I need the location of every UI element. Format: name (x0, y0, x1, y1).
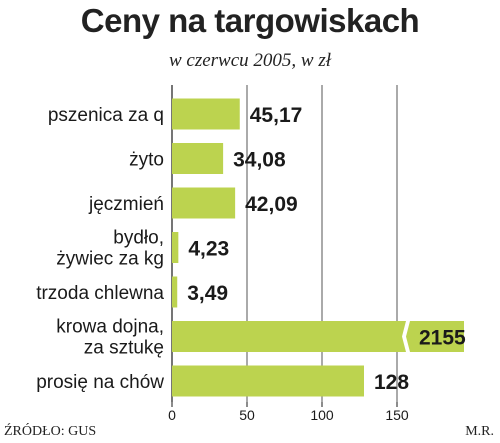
category-label: żyto (129, 150, 164, 171)
category-label: żywiec za kg (56, 249, 164, 270)
bar (172, 143, 224, 174)
bar (172, 321, 399, 352)
value-labels: 45,17 34,08 42,09 4,23 3,49 2155 128 (187, 104, 466, 394)
chart-subtitle: w czerwcu 2005, w zł (168, 50, 332, 71)
value-label: 34,08 (233, 149, 286, 172)
bar (172, 187, 236, 219)
category-labels: pszenica za q żyto jęczmień bydło,żywiec za… (36, 105, 164, 393)
tick-label: 150 (385, 407, 409, 423)
bar (406, 321, 418, 352)
bars (172, 98, 464, 397)
bar (411, 321, 464, 352)
tick-labels: 0 50 100 150 (168, 407, 409, 423)
category-label: krowa dojna, (56, 317, 164, 338)
category-label: bydło, (113, 228, 164, 249)
source-note: ŹRÓDŁO: GUS (4, 424, 97, 439)
chart-title: Ceny na targowiskach (80, 2, 420, 39)
category-label: prosię na chów (36, 372, 164, 393)
value-label: 45,17 (250, 104, 303, 127)
category-label: pszenica za q (48, 105, 164, 126)
bar (172, 365, 364, 397)
bar (394, 321, 406, 352)
bar (172, 276, 178, 308)
value-label: 2155 (419, 327, 466, 350)
category-label: za sztukę (84, 338, 164, 359)
author-initials: M.R. (465, 424, 494, 439)
value-label: 42,09 (245, 193, 298, 216)
tick-label: 100 (310, 407, 334, 423)
value-label: 3,49 (187, 282, 228, 305)
category-label: trzoda chlewna (36, 283, 164, 304)
value-label: 4,23 (188, 238, 229, 261)
category-label: jęczmień (88, 194, 164, 215)
value-label: 128 (374, 371, 409, 394)
bar (172, 98, 240, 130)
tick-label: 50 (239, 407, 255, 423)
bar (172, 232, 179, 263)
tick-label: 0 (168, 407, 176, 423)
